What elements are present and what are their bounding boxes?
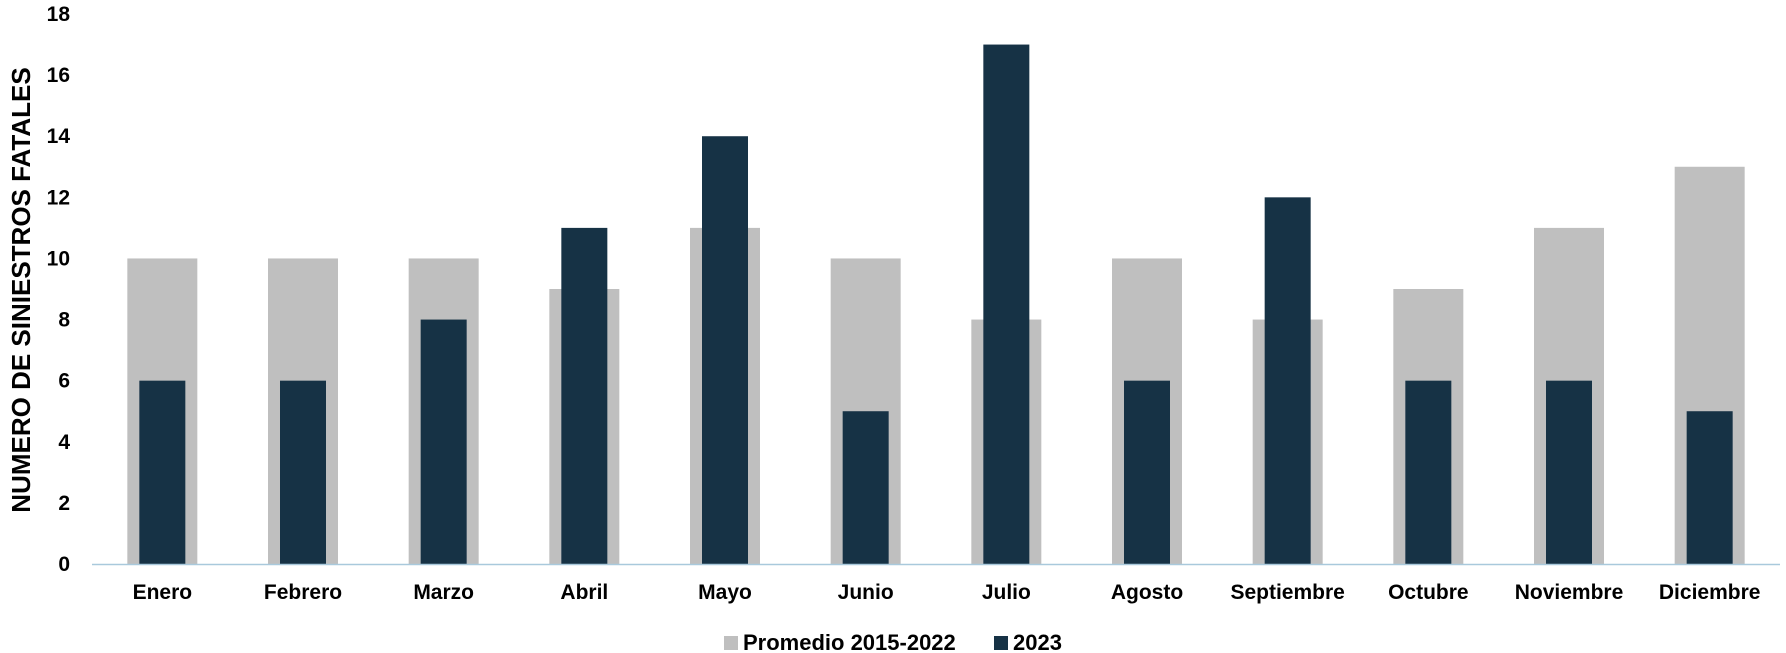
x-tick-label: Octubre bbox=[1388, 581, 1469, 604]
legend-label-promedio: Promedio 2015-2022 bbox=[743, 630, 956, 653]
y-tick-label: 8 bbox=[58, 309, 70, 332]
bar-2023 bbox=[983, 44, 1030, 565]
x-tick-label: Mayo bbox=[698, 581, 752, 604]
bar-2023 bbox=[1405, 380, 1452, 564]
x-tick-label: Septiembre bbox=[1230, 581, 1344, 604]
legend-swatch-2023 bbox=[994, 636, 1008, 650]
bar-2023 bbox=[1124, 380, 1170, 564]
y-tick-label: 12 bbox=[47, 186, 70, 209]
x-tick-label: Agosto bbox=[1111, 581, 1183, 604]
y-tick-label: 2 bbox=[58, 492, 70, 515]
bar-2023 bbox=[1686, 411, 1733, 564]
y-axis-title: NUMERO DE SINIESTROS FATALES bbox=[6, 67, 36, 512]
y-tick-label: 18 bbox=[47, 3, 71, 26]
x-tick-label: Marzo bbox=[413, 581, 474, 604]
bar-2023 bbox=[1264, 197, 1311, 565]
x-tick-label: Febrero bbox=[264, 581, 342, 604]
bar-2023 bbox=[1546, 380, 1592, 564]
y-tick-label: 4 bbox=[58, 431, 70, 454]
y-tick-label: 10 bbox=[47, 247, 70, 270]
bar-2023 bbox=[139, 380, 186, 564]
y-tick-label: 16 bbox=[47, 64, 70, 87]
x-tick-label: Enero bbox=[133, 581, 193, 604]
y-tick-label: 14 bbox=[47, 125, 71, 148]
x-tick-label: Abril bbox=[560, 581, 608, 604]
bar-2023 bbox=[702, 136, 748, 564]
bar-2023 bbox=[420, 319, 467, 564]
legend-swatch-promedio bbox=[724, 636, 738, 650]
y-axis-ticks: 0 2 4 6 8 10 12 14 16 18 bbox=[47, 3, 71, 576]
x-tick-label: Julio bbox=[982, 581, 1031, 604]
legend-label-2023: 2023 bbox=[1013, 630, 1062, 653]
x-tick-label: Diciembre bbox=[1659, 581, 1761, 604]
x-tick-label: Junio bbox=[838, 581, 894, 604]
bar-2023 bbox=[280, 380, 326, 564]
y-tick-label: 6 bbox=[58, 370, 70, 393]
x-axis-ticks: Enero Febrero Marzo Abril Mayo Junio Julio Agos… bbox=[133, 581, 1761, 604]
series-promedio-bars bbox=[127, 166, 1745, 564]
x-tick-label: Noviembre bbox=[1515, 581, 1624, 604]
legend: Promedio 2015-2022 2023 bbox=[724, 630, 1062, 653]
series-2023-bars bbox=[139, 44, 1733, 565]
bar-2023 bbox=[842, 411, 889, 564]
bar-2023 bbox=[561, 227, 608, 564]
y-tick-label: 0 bbox=[58, 553, 70, 576]
